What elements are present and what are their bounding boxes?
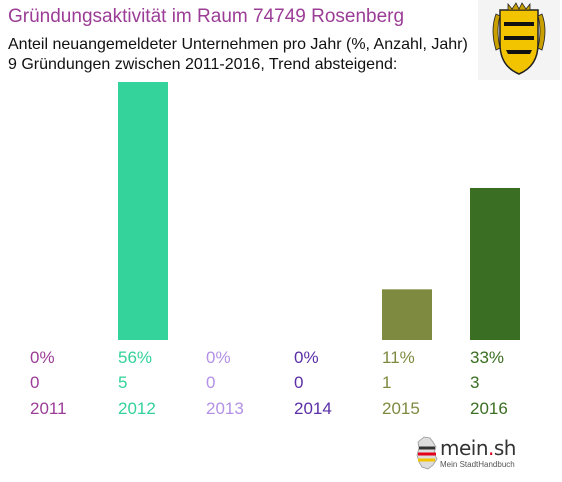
percent-label-2014: 0% bbox=[294, 348, 319, 367]
percent-label-2016: 33% bbox=[470, 348, 504, 367]
year-label-2016: 2016 bbox=[470, 399, 508, 418]
logo-tagline: Mein StadtHandbuch bbox=[440, 460, 515, 469]
percent-label-2012: 56% bbox=[118, 348, 152, 367]
baden-wuerttemberg-coat-of-arms-icon bbox=[478, 0, 560, 80]
count-label-2011: 0 bbox=[30, 373, 39, 392]
count-label-2012: 5 bbox=[118, 373, 127, 392]
logo-suffix-text: sh bbox=[493, 436, 517, 460]
logo-dot: . bbox=[488, 436, 494, 460]
chart-title: Gründungsaktivität im Raum 74749 Rosenbe… bbox=[8, 6, 405, 27]
year-label-2011: 2011 bbox=[30, 399, 67, 418]
count-label-2015: 1 bbox=[382, 373, 391, 392]
count-label-2014: 0 bbox=[294, 373, 303, 392]
logo-main-text: mein bbox=[440, 436, 489, 460]
year-label-2012: 2012 bbox=[118, 399, 156, 418]
bar-2015 bbox=[382, 289, 432, 340]
year-label-2015: 2015 bbox=[382, 399, 420, 418]
mein-sh-logo: mein.sh Mein StadtHandbuch bbox=[412, 432, 524, 474]
chart-subtitle-line-2: 9 Gründungen zwischen 2011-2016, Trend a… bbox=[8, 56, 398, 73]
chart-subtitle-line-1: Anteil neuangemeldeter Unternehmen pro J… bbox=[8, 36, 468, 53]
count-label-2013: 0 bbox=[206, 373, 215, 392]
germany-map-icon bbox=[416, 436, 438, 470]
year-label-2014: 2014 bbox=[294, 399, 332, 418]
bar-2012 bbox=[118, 82, 168, 340]
count-label-2016: 3 bbox=[470, 373, 479, 392]
bar-2016 bbox=[470, 187, 520, 340]
year-label-2013: 2013 bbox=[206, 399, 244, 418]
percent-label-2015: 11% bbox=[382, 348, 415, 367]
percent-label-2011: 0% bbox=[30, 348, 55, 367]
percent-label-2013: 0% bbox=[206, 348, 231, 367]
